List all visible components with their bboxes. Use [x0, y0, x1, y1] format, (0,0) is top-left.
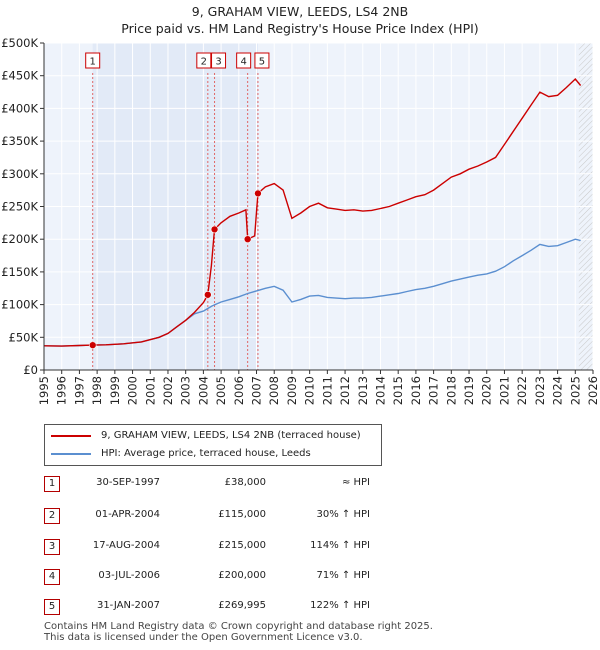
sale-hpi-compare: 71% ↑ HPI	[316, 570, 370, 581]
footer-copyright: Contains HM Land Registry data © Crown c…	[44, 621, 433, 632]
x-tick-label: 2003	[179, 376, 193, 405]
sale-date: 17-AUG-2004	[92, 540, 160, 551]
sale-point	[210, 225, 219, 234]
sale-hpi-compare: ≈ HPI	[341, 477, 370, 488]
sale-number: 5	[44, 599, 60, 615]
y-tick-label: £200K	[1, 232, 38, 246]
chart-title: 9, GRAHAM VIEW, LEEDS, LS4 2NB	[191, 4, 409, 19]
sale-number: 3	[44, 539, 60, 555]
sale-marker-label: 4	[240, 57, 246, 68]
legend-hpi-line	[51, 453, 91, 455]
sale-price: £115,000	[218, 509, 266, 520]
sale-marker-box	[254, 52, 270, 69]
sale-number: 2	[44, 508, 60, 524]
x-tick-label: 2013	[356, 376, 370, 405]
x-tick-label: 1995	[37, 376, 51, 405]
y-tick-label: £300K	[1, 167, 38, 181]
sale-point	[88, 341, 97, 349]
sale-marker-box	[236, 52, 252, 69]
sale-price: £200,000	[218, 570, 266, 581]
x-tick-label: 2000	[126, 376, 140, 405]
legend-property-label: 9, GRAHAM VIEW, LEEDS, LS4 2NB (terraced…	[101, 430, 361, 441]
x-tick-label: 2026	[586, 376, 600, 405]
x-tick-label: 2011	[320, 376, 334, 405]
y-tick-label: £400K	[1, 101, 38, 115]
legend-property-line	[51, 435, 91, 437]
legend-hpi-label: HPI: Average price, terraced house, Leed…	[101, 448, 311, 459]
y-tick-label: £150K	[1, 265, 38, 279]
sale-point	[243, 235, 252, 243]
sale-hpi-compare: 30% ↑ HPI	[316, 509, 370, 520]
property-series-line	[43, 77, 582, 347]
x-tick-label: 2001	[143, 376, 157, 405]
sale-row: 3 17-AUG-2004 £215,000 114% ↑ HPI	[0, 537, 600, 557]
y-tick-label: £50K	[9, 330, 39, 344]
x-tick-label: 2017	[427, 376, 441, 405]
x-tick-label: 1999	[108, 376, 122, 405]
x-tick-label: 2002	[161, 376, 175, 405]
sale-point	[254, 189, 262, 198]
x-tick-label: 2005	[214, 376, 228, 405]
sale-marker-label: 1	[90, 57, 96, 68]
price-chart: 1 2 3 4 5£0£50K£100K£150K£200K£250K£300K£350…	[1, 36, 600, 405]
x-tick-label: 2007	[250, 376, 264, 405]
x-tick-label: 2014	[373, 376, 387, 405]
x-tick-label: 2020	[480, 376, 494, 405]
sale-row: 4 03-JUL-2006 £200,000 71% ↑ HPI	[0, 567, 600, 587]
y-tick-label: £100K	[1, 298, 38, 312]
sale-marker-label: 2	[201, 57, 207, 68]
x-tick-label: 1998	[90, 376, 104, 405]
sale-marker-box	[196, 52, 212, 69]
sale-marker-label: 5	[259, 57, 265, 68]
sale-marker-label: 3	[215, 57, 221, 68]
sale-point	[204, 290, 212, 299]
sale-hpi-compare: 122% ↑ HPI	[310, 600, 370, 611]
x-tick-label: 2015	[391, 376, 405, 405]
footer-licence: This data is licensed under the Open Gov…	[44, 632, 363, 643]
sale-price: £215,000	[218, 540, 266, 551]
y-tick-label: £350K	[1, 134, 38, 148]
x-tick-label: 2012	[338, 376, 352, 405]
x-tick-label: 2018	[444, 376, 458, 405]
x-tick-label: 2010	[303, 376, 317, 405]
sale-marker-box	[211, 52, 227, 69]
x-tick-label: 1997	[72, 376, 86, 405]
x-tick-label: 2021	[497, 376, 511, 405]
y-tick-label: £500K	[1, 36, 38, 50]
sale-row: 5 31-JAN-2007 £269,995 122% ↑ HPI	[0, 597, 600, 617]
sale-marker-box	[85, 52, 101, 69]
y-tick-label: £450K	[1, 69, 38, 83]
sale-date: 03-JUL-2006	[98, 570, 160, 581]
x-tick-label: 2016	[409, 376, 423, 405]
x-tick-label: 2025	[568, 376, 582, 405]
chart-subtitle: Price paid vs. HM Land Registry's House …	[121, 21, 479, 36]
x-tick-label: 2019	[462, 376, 476, 405]
x-tick-label: 2022	[515, 376, 529, 405]
x-tick-label: 2006	[232, 376, 246, 405]
sale-price: £38,000	[224, 477, 266, 488]
x-tick-label: 1996	[55, 376, 69, 405]
x-tick-label: 2024	[551, 376, 565, 405]
sale-date: 30-SEP-1997	[96, 477, 160, 488]
y-tick-label: £0	[23, 363, 38, 377]
legend: 9, GRAHAM VIEW, LEEDS, LS4 2NB (terraced…	[44, 424, 382, 466]
x-tick-label: 2009	[285, 376, 299, 405]
sale-date: 31-JAN-2007	[96, 600, 160, 611]
sale-price: £269,995	[218, 600, 266, 611]
x-tick-label: 2004	[196, 376, 210, 405]
x-tick-label: 2008	[267, 376, 281, 405]
sale-date: 01-APR-2004	[95, 509, 160, 520]
sale-number: 1	[44, 476, 60, 492]
sale-row: 1 30-SEP-1997 £38,000 ≈ HPI	[0, 474, 600, 494]
x-tick-label: 2023	[533, 376, 547, 405]
y-tick-label: £250K	[1, 200, 38, 214]
sale-number: 4	[44, 569, 60, 585]
sale-hpi-compare: 114% ↑ HPI	[310, 540, 370, 551]
sale-row: 2 01-APR-2004 £115,000 30% ↑ HPI	[0, 506, 600, 526]
